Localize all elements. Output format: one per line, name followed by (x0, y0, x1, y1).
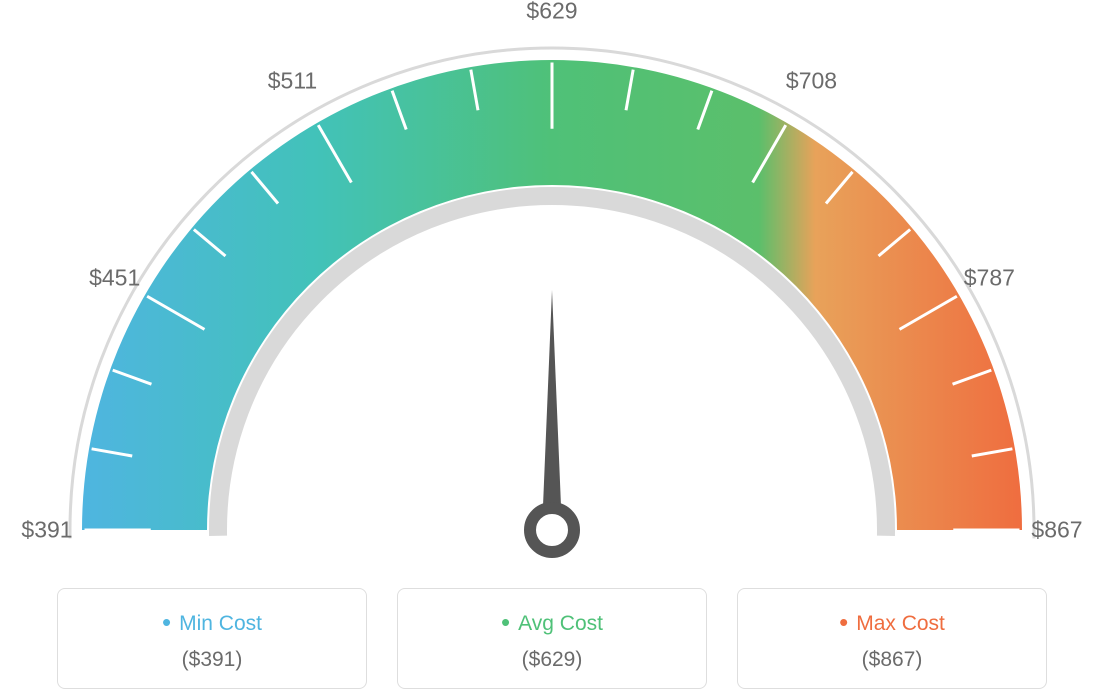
gauge-tick-label: $629 (526, 0, 577, 25)
legend-value-avg: ($629) (398, 648, 706, 672)
legend-value-min: ($391) (58, 648, 366, 672)
gauge-chart: $391 $451 $511 $629 $708 $787 $867 (0, 0, 1104, 560)
gauge-tick-label: $511 (268, 67, 317, 94)
legend-card-min: Min Cost ($391) (57, 588, 367, 689)
gauge-tick-label: $708 (786, 67, 837, 94)
legend-value-max: ($867) (738, 648, 1046, 672)
legend-row: Min Cost ($391) Avg Cost ($629) Max Cost… (0, 588, 1104, 689)
legend-label-avg: Avg Cost (398, 607, 706, 638)
legend-card-max: Max Cost ($867) (737, 588, 1047, 689)
gauge-tick-label: $451 (89, 264, 140, 291)
gauge-tick-label: $391 (21, 517, 72, 544)
gauge-svg (0, 0, 1104, 560)
gauge-tick-label: $867 (1031, 517, 1082, 544)
gauge-tick-label: $787 (964, 264, 1015, 291)
legend-label-min: Min Cost (58, 607, 366, 638)
legend-label-max: Max Cost (738, 607, 1046, 638)
legend-card-avg: Avg Cost ($629) (397, 588, 707, 689)
